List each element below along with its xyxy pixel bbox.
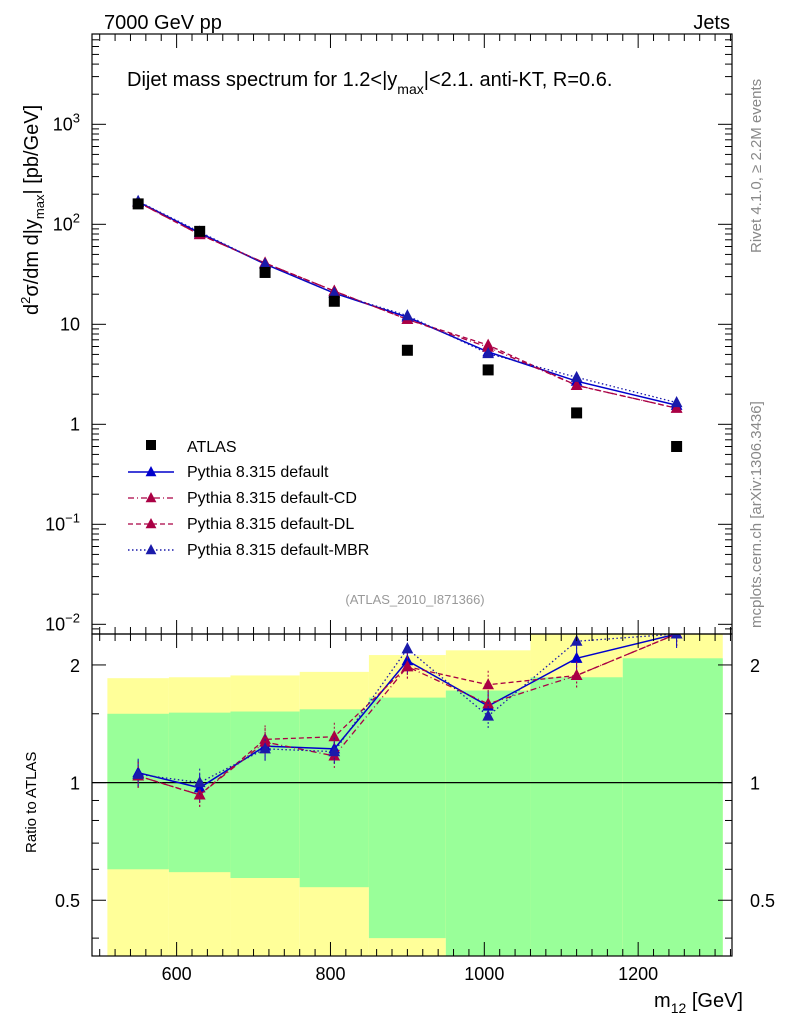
- series-marker-3: [482, 347, 495, 359]
- ratio-y-axis-label: Ratio to ATLAS: [23, 752, 40, 853]
- ratio-marker-3: [482, 709, 495, 721]
- atlas-data-point: [401, 344, 413, 356]
- side-mcplots-label: mcplots.cern.ch [arXiv:1306.3436]: [748, 401, 765, 628]
- x-tick-label: 800: [315, 964, 345, 984]
- y-tick-label: 10−2: [45, 610, 80, 634]
- ratio-marker-2: [401, 660, 414, 672]
- ratio-y-tick-label-right: 1: [750, 774, 760, 794]
- ratio-marker-3: [193, 776, 206, 788]
- y-tick-label: 10: [60, 314, 80, 334]
- series-marker-3: [570, 370, 583, 382]
- ratio-band-green: [622, 658, 723, 956]
- atlas-data-point: [671, 440, 683, 452]
- main-panel-content: [132, 194, 683, 452]
- legend-marker-0: [145, 466, 157, 477]
- ratio-uncertainty-bands: [107, 634, 723, 956]
- ratio-marker-3: [132, 767, 145, 779]
- series-marker-2: [482, 338, 495, 350]
- header-energy-label: 7000 GeV pp: [104, 12, 222, 34]
- legend-label-atlas: ATLAS: [187, 439, 237, 456]
- x-tick-label: 600: [162, 964, 192, 984]
- ratio-y-tick-label-right: 0.5: [750, 891, 775, 911]
- atlas-data-point: [259, 266, 271, 278]
- atlas-data-point: [482, 364, 494, 376]
- ratio-marker-2: [482, 678, 495, 690]
- series-line-0: [137, 201, 677, 407]
- ratio-y-tick-label-left: 1: [70, 774, 80, 794]
- ratio-marker-0: [570, 651, 583, 663]
- x-tick-label: 1200: [618, 964, 658, 984]
- ratio-marker-3: [401, 642, 414, 654]
- ratio-panel-frame: [91, 633, 733, 957]
- ratio-y-tick-label-left: 0.5: [55, 891, 80, 911]
- y-tick-label: 1: [70, 414, 80, 434]
- ratio-marker-3: [670, 634, 683, 639]
- legend-marker-3: [145, 544, 157, 555]
- series-marker-3: [328, 286, 341, 298]
- y-tick-label: 103: [53, 110, 80, 134]
- ratio-marker-2: [259, 732, 271, 744]
- ratio-marker-2: [328, 730, 341, 742]
- series-marker-2: [670, 401, 683, 413]
- ratio-band-green: [107, 713, 169, 870]
- ratio-y-tick-label-right: 2: [750, 656, 760, 676]
- ratio-line-0: [137, 634, 677, 789]
- plot-title: Dijet mass spectrum for 1.2<|ymax|<2.1. …: [127, 69, 612, 97]
- atlas-data-point: [194, 225, 206, 237]
- analysis-id-label: (ATLAS_2010_I871366): [345, 592, 484, 607]
- ratio-marker-3: [328, 745, 341, 757]
- axes: 10−2 10−1 1 10 102 103 600 800 1000 1200 0.5 0.5 1 1 2…: [45, 33, 775, 984]
- atlas-data-point: [328, 295, 340, 307]
- ratio-band-green: [445, 690, 531, 956]
- ratio-line-3: [138, 634, 677, 784]
- legend: ATLAS Pythia 8.315 default Pythia 8.315 …: [128, 439, 369, 559]
- ratio-band-green: [368, 697, 446, 939]
- series-line-3: [137, 200, 677, 404]
- series-line-1: [137, 201, 677, 409]
- ratio-y-tick-label-left: 2: [70, 656, 80, 676]
- atlas-data-point: [132, 198, 144, 210]
- series-marker-3: [401, 309, 414, 321]
- series-line-2: [137, 201, 677, 409]
- legend-marker-1: [145, 492, 157, 503]
- ratio-band-green: [530, 677, 623, 956]
- y-axis-label: d2σ/dm d|ymax| [pb/GeV]: [18, 105, 47, 315]
- legend-label-default-mbr: Pythia 8.315 default-MBR: [187, 542, 369, 559]
- x-axis-label: m12 [GeV]: [654, 990, 743, 1016]
- ratio-panel-content: [92, 634, 732, 809]
- legend-label-default-cd: Pythia 8.315 default-CD: [187, 490, 357, 507]
- ratio-marker-3: [259, 742, 271, 754]
- header-jets-label: Jets: [693, 12, 730, 34]
- y-tick-label: 10−1: [45, 510, 80, 534]
- x-tick-label: 1000: [464, 964, 504, 984]
- legend-label-default-dl: Pythia 8.315 default-DL: [187, 516, 354, 533]
- atlas-data-point: [571, 407, 583, 419]
- series-marker-3: [259, 257, 271, 269]
- series-marker-3: [670, 396, 683, 408]
- ratio-line-1: [137, 634, 677, 796]
- series-marker-2: [570, 378, 583, 390]
- y-tick-label: 102: [53, 210, 80, 234]
- ratio-marker-2: [570, 668, 583, 680]
- legend-label-default: Pythia 8.315 default: [187, 464, 329, 481]
- legend-marker-atlas: [146, 440, 156, 450]
- side-rivet-label: Rivet 4.1.0, ≥ 2.2M events: [748, 79, 765, 253]
- legend-marker-2: [145, 518, 157, 529]
